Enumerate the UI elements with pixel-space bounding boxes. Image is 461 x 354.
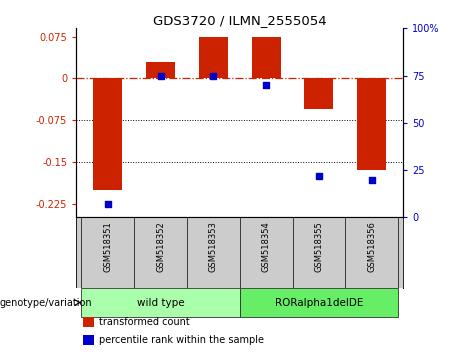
Text: GSM518352: GSM518352 [156, 221, 165, 272]
Bar [304, 78, 333, 109]
Bar [81, 288, 240, 317]
Text: GSM518353: GSM518353 [209, 221, 218, 272]
Point [315, 173, 323, 179]
Bar [357, 78, 386, 170]
Bar [83, 335, 94, 346]
Point [368, 177, 375, 182]
Point [157, 73, 164, 79]
Text: GSM518356: GSM518356 [367, 221, 376, 272]
Point [262, 82, 270, 88]
Text: GSM518354: GSM518354 [261, 221, 271, 272]
Point [210, 73, 217, 79]
Bar [146, 62, 175, 78]
Text: GSM518351: GSM518351 [103, 221, 112, 272]
Text: transformed count: transformed count [99, 317, 190, 327]
Bar [240, 288, 398, 317]
Text: percentile rank within the sample: percentile rank within the sample [99, 335, 264, 346]
Title: GDS3720 / ILMN_2555054: GDS3720 / ILMN_2555054 [153, 14, 326, 27]
Point [104, 201, 112, 207]
Text: RORalpha1delDE: RORalpha1delDE [275, 297, 363, 308]
Bar [93, 78, 122, 190]
Text: genotype/variation: genotype/variation [0, 297, 93, 308]
Bar [83, 317, 94, 327]
Bar [252, 37, 281, 78]
Text: GSM518355: GSM518355 [314, 221, 324, 272]
Text: wild type: wild type [137, 297, 184, 308]
Bar [199, 37, 228, 78]
